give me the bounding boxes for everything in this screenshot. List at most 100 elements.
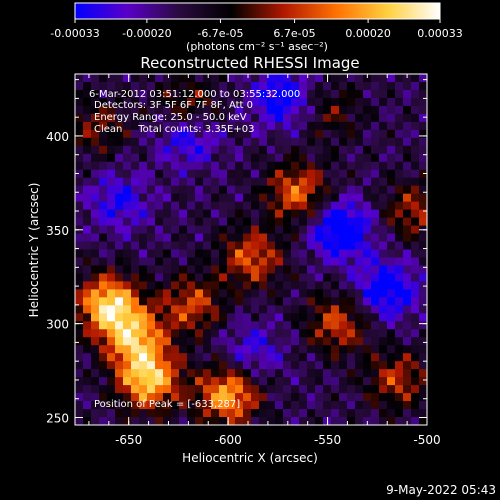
heatmap-cell — [163, 305, 172, 314]
heatmap-cell — [211, 89, 220, 99]
heatmap-cell — [267, 401, 276, 410]
heatmap-cell — [163, 289, 172, 298]
heatmap-cell — [187, 137, 196, 147]
heatmap-cell — [395, 241, 404, 251]
heatmap-cell — [363, 345, 372, 354]
heatmap-cell — [267, 313, 276, 322]
heatmap-cell — [339, 257, 348, 267]
heatmap-cell — [331, 297, 340, 306]
heatmap-cell — [387, 97, 396, 107]
heatmap-cell — [115, 193, 124, 203]
heatmap-cell — [235, 225, 244, 235]
heatmap-cell — [179, 225, 188, 235]
heatmap-cell — [155, 225, 164, 235]
heatmap-cell — [275, 265, 284, 275]
heatmap-cell — [395, 209, 404, 219]
heatmap-cell — [187, 409, 196, 418]
heatmap-cell — [323, 137, 332, 147]
heatmap-cell — [259, 161, 268, 171]
heatmap-cell — [307, 201, 316, 211]
heatmap-cell — [259, 81, 268, 91]
heatmap-cell — [395, 369, 404, 378]
heatmap-cell — [155, 417, 164, 425]
heatmap-cell — [131, 297, 140, 306]
heatmap-cell — [291, 313, 300, 322]
heatmap-cell — [363, 257, 372, 267]
heatmap-cell — [315, 233, 324, 243]
heatmap-cell — [403, 105, 412, 115]
heatmap-cell — [379, 393, 388, 402]
heatmap-cell — [131, 401, 140, 410]
heatmap-cell — [299, 89, 308, 99]
heatmap-cell — [195, 217, 204, 227]
heatmap-cell — [411, 241, 420, 251]
heatmap-cell — [243, 209, 252, 219]
heatmap-cell — [75, 137, 84, 147]
heatmap-cell — [267, 305, 276, 314]
heatmap-cell — [323, 361, 332, 370]
heatmap-cell — [171, 401, 180, 410]
heatmap-cell — [83, 385, 92, 394]
heatmap-cell — [395, 417, 404, 425]
heatmap-cell — [83, 241, 92, 251]
heatmap-cell — [155, 377, 164, 386]
heatmap-cell — [323, 313, 332, 322]
heatmap-cell — [187, 201, 196, 211]
heatmap-cell — [107, 337, 116, 346]
heatmap-cell — [187, 329, 196, 338]
heatmap-cell — [227, 313, 236, 322]
heatmap-cell — [347, 321, 356, 330]
heatmap-cell — [75, 145, 84, 155]
heatmap-cell — [131, 193, 140, 203]
heatmap-cell — [395, 313, 404, 322]
heatmap-cell — [259, 401, 268, 410]
heatmap-cell — [131, 161, 140, 171]
heatmap-cell — [75, 241, 84, 251]
heatmap-cell — [379, 161, 388, 171]
heatmap-cell — [123, 233, 132, 243]
heatmap-cell — [307, 169, 316, 179]
heatmap-cell — [331, 233, 340, 243]
heatmap-cell — [179, 185, 188, 195]
heatmap-cell — [403, 169, 412, 179]
heatmap-cell — [187, 225, 196, 235]
heatmap-cell — [379, 257, 388, 267]
heatmap-cell — [347, 265, 356, 275]
heatmap-cell — [411, 313, 420, 322]
heatmap-cell — [99, 369, 108, 378]
heatmap-cell — [283, 201, 292, 211]
heatmap-cell — [83, 281, 92, 290]
heatmap-cell — [259, 193, 268, 203]
heatmap-cell — [227, 81, 236, 91]
heatmap-cell — [75, 249, 84, 259]
heatmap-cell — [403, 129, 412, 139]
heatmap-cell — [155, 209, 164, 219]
heatmap-cell — [387, 361, 396, 370]
heatmap-cell — [411, 337, 420, 346]
heatmap-cell — [387, 225, 396, 235]
heatmap-cell — [163, 417, 172, 425]
heatmap-cell — [251, 345, 260, 354]
heatmap-cell — [331, 417, 340, 425]
heatmap-cell — [83, 257, 92, 267]
heatmap-cell — [107, 313, 116, 322]
annotation-block: 6-Mar-2012 03:51:12.000 to 03:55:32.000 … — [89, 89, 300, 135]
heatmap-cell — [83, 369, 92, 378]
heatmap-cell — [211, 121, 220, 131]
heatmap-cell — [195, 361, 204, 370]
heatmap-cell — [155, 289, 164, 298]
heatmap-cell — [379, 321, 388, 330]
heatmap-cell — [219, 177, 228, 187]
heatmap-cell — [171, 329, 180, 338]
heatmap-cell — [323, 209, 332, 219]
heatmap-cell — [155, 353, 164, 362]
heatmap-cell — [411, 217, 420, 227]
heatmap-cell — [235, 105, 244, 115]
heatmap-cell — [179, 409, 188, 418]
heatmap-cell — [315, 201, 324, 211]
heatmap-cell — [379, 297, 388, 306]
heatmap-cell — [347, 217, 356, 227]
heatmap-cell — [99, 417, 108, 425]
heatmap-cell — [259, 257, 268, 267]
heatmap-cell — [139, 74, 148, 83]
